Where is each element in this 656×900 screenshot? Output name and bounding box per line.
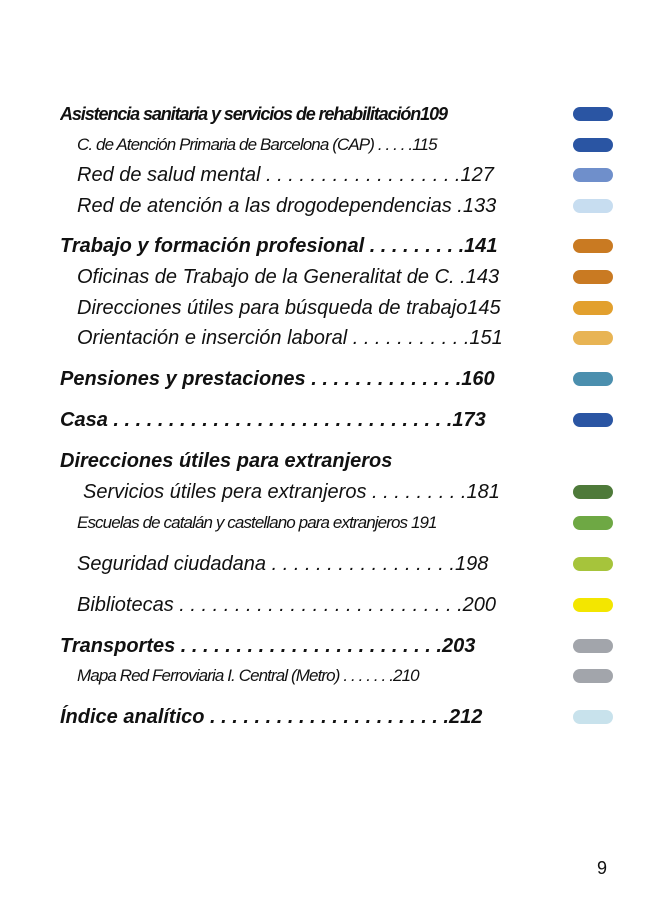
toc-entry-label: Red de salud mental . . . . . . . . . . …: [77, 164, 494, 186]
toc-entry-label: Seguridad ciudadana . . . . . . . . . . …: [77, 553, 489, 575]
section-color-tab: [573, 331, 613, 345]
toc-entry[interactable]: Trabajo y formación profesional . . . . …: [0, 231, 656, 261]
section-color-tab: [573, 270, 613, 284]
section-color-tab: [573, 372, 613, 386]
toc-entry[interactable]: Bibliotecas . . . . . . . . . . . . . . …: [0, 590, 656, 620]
section-color-tab: [573, 413, 613, 427]
toc-entry-label: Direcciones útiles para extranjeros: [60, 450, 393, 472]
section-color-tab: [573, 669, 613, 683]
section-color-tab: [573, 199, 613, 213]
toc-entry-label: Escuelas de catalán y castellano para ex…: [77, 513, 438, 532]
section-color-tab: [573, 239, 613, 253]
toc-entry-label: Red de atención a las drogodependencias …: [77, 195, 497, 217]
toc-entry[interactable]: Orientación e inserción laboral . . . . …: [0, 323, 656, 353]
toc-entry-label: Direcciones útiles para búsqueda de trab…: [77, 297, 501, 319]
toc-entry[interactable]: Red de atención a las drogodependencias …: [0, 191, 656, 221]
toc-entry-label: Oficinas de Trabajo de la Generalitat de…: [77, 266, 500, 288]
toc-entry[interactable]: Seguridad ciudadana . . . . . . . . . . …: [0, 549, 656, 579]
toc-entry-label: Servicios útiles pera extranjeros . . . …: [83, 481, 500, 503]
toc-entry-label: Asistencia sanitaria y servicios de reha…: [60, 104, 448, 124]
toc-entry[interactable]: Escuelas de catalán y castellano para ex…: [0, 508, 656, 538]
toc-entry-label: Casa . . . . . . . . . . . . . . . . . .…: [60, 409, 486, 431]
section-color-tab: [573, 138, 613, 152]
section-color-tab: [573, 598, 613, 612]
toc-entry[interactable]: Pensiones y prestaciones . . . . . . . .…: [0, 364, 656, 394]
section-color-tab: [573, 639, 613, 653]
toc-entry-label: Transportes . . . . . . . . . . . . . . …: [60, 635, 476, 657]
toc-entry[interactable]: Direcciones útiles para búsqueda de trab…: [0, 293, 656, 323]
toc-entry[interactable]: Casa . . . . . . . . . . . . . . . . . .…: [0, 405, 656, 435]
toc-entry[interactable]: Direcciones útiles para extranjeros: [0, 446, 656, 476]
section-color-tab: [573, 557, 613, 571]
toc-entry[interactable]: Transportes . . . . . . . . . . . . . . …: [0, 631, 656, 661]
toc-entry-label: Pensiones y prestaciones . . . . . . . .…: [60, 368, 495, 390]
section-color-tab: [573, 168, 613, 182]
toc-entry[interactable]: Red de salud mental . . . . . . . . . . …: [0, 160, 656, 190]
toc-entry-label: C. de Atención Primaria de Barcelona (CA…: [77, 135, 438, 154]
toc-entry[interactable]: Mapa Red Ferroviaria I. Central (Metro) …: [0, 661, 656, 691]
section-color-tab: [573, 301, 613, 315]
toc-entry-label: Bibliotecas . . . . . . . . . . . . . . …: [77, 594, 497, 616]
toc-entry[interactable]: Servicios útiles pera extranjeros . . . …: [0, 477, 656, 507]
toc-entry[interactable]: Índice analítico . . . . . . . . . . . .…: [0, 702, 656, 732]
section-color-tab: [573, 485, 613, 499]
toc-entry[interactable]: Oficinas de Trabajo de la Generalitat de…: [0, 262, 656, 292]
toc-entry[interactable]: C. de Atención Primaria de Barcelona (CA…: [0, 130, 656, 160]
page-number: 9: [597, 858, 608, 878]
toc-entry-label: Trabajo y formación profesional . . . . …: [60, 235, 498, 257]
section-color-tab: [573, 710, 613, 724]
section-color-tab: [573, 107, 613, 121]
toc-entry-label: Mapa Red Ferroviaria I. Central (Metro) …: [77, 666, 420, 685]
toc-entry[interactable]: Asistencia sanitaria y servicios de reha…: [0, 99, 656, 129]
section-color-tab: [573, 516, 613, 530]
toc-entry-label: Orientación e inserción laboral . . . . …: [77, 327, 503, 349]
toc-entry-label: Índice analítico . . . . . . . . . . . .…: [60, 706, 483, 728]
